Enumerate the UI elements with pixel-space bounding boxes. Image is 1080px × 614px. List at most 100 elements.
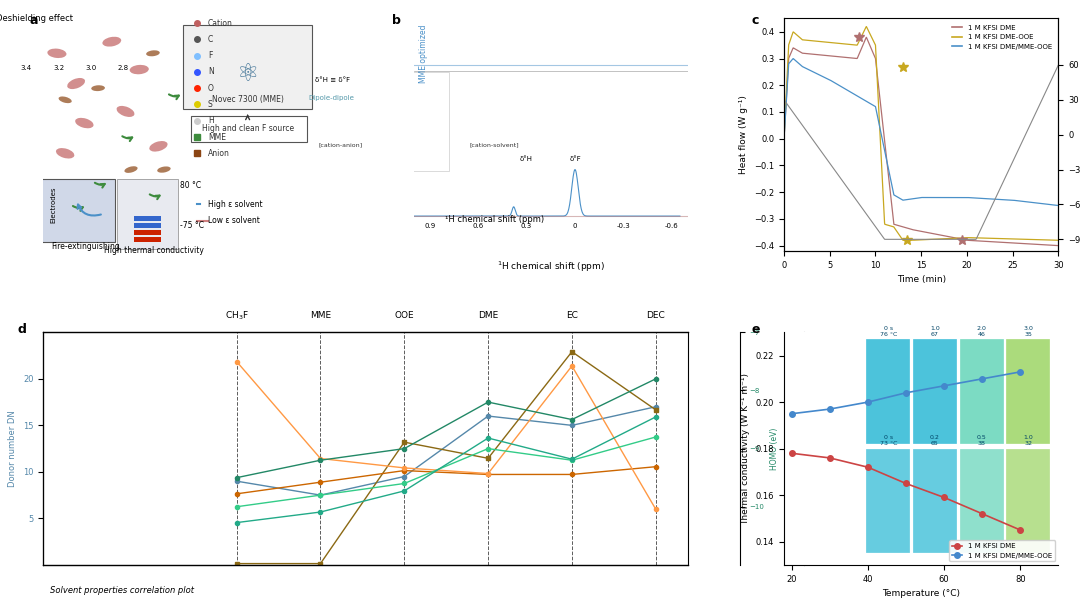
Text: 3.0
35: 3.0 35 xyxy=(1023,326,1034,337)
Text: High thermal conductivity: High thermal conductivity xyxy=(104,246,203,255)
FancyBboxPatch shape xyxy=(866,340,910,444)
Text: δ°F: δ°F xyxy=(569,156,581,162)
Text: 80 °C: 80 °C xyxy=(180,181,202,190)
Ellipse shape xyxy=(103,37,121,47)
Text: b: b xyxy=(392,14,401,27)
Legend: 1 M KFSI DME, 1 M KFSI DME-OOE, 1 M KFSI DME/MME-OOE: 1 M KFSI DME, 1 M KFSI DME-OOE, 1 M KFSI… xyxy=(949,22,1055,52)
Text: High and clean F source: High and clean F source xyxy=(202,125,294,133)
Text: δ°H ≡ δ°F: δ°H ≡ δ°F xyxy=(315,77,351,84)
FancyBboxPatch shape xyxy=(118,179,177,249)
1 M KFSI DME/MME-OOE xyxy=(900,389,913,397)
Y-axis label: Thermal conductivity (W K⁻¹ m⁻¹): Thermal conductivity (W K⁻¹ m⁻¹) xyxy=(741,373,751,524)
1 M KFSI DME xyxy=(823,454,836,462)
Ellipse shape xyxy=(56,148,75,158)
Text: c: c xyxy=(751,14,758,27)
1 M KFSI DME/MME-OOE xyxy=(785,410,798,418)
Text: Electrodes: Electrodes xyxy=(50,186,56,223)
Y-axis label: HOMO (eV): HOMO (eV) xyxy=(770,427,779,470)
Text: High ε solvent: High ε solvent xyxy=(207,200,262,209)
Text: Anion: Anion xyxy=(207,149,230,158)
Text: 0 s
73 °C: 0 s 73 °C xyxy=(879,435,897,446)
Line: 1 M KFSI DME: 1 M KFSI DME xyxy=(788,451,1023,533)
1 M KFSI DME xyxy=(862,464,875,471)
Text: N: N xyxy=(207,68,214,76)
X-axis label: Time (min): Time (min) xyxy=(896,275,946,284)
FancyBboxPatch shape xyxy=(40,179,114,242)
Text: δ°H: δ°H xyxy=(521,156,534,162)
Bar xyxy=(134,230,161,235)
Ellipse shape xyxy=(124,166,137,173)
Line: 1 M KFSI DME/MME-OOE: 1 M KFSI DME/MME-OOE xyxy=(788,369,1023,416)
Ellipse shape xyxy=(48,49,67,58)
1 M KFSI DME/MME-OOE xyxy=(862,398,875,406)
Text: 3.2: 3.2 xyxy=(53,64,64,71)
Bar xyxy=(134,223,161,228)
Ellipse shape xyxy=(58,96,71,103)
1 M KFSI DME/MME-OOE xyxy=(823,405,836,413)
Ellipse shape xyxy=(76,118,94,128)
FancyBboxPatch shape xyxy=(866,449,910,553)
Text: 0.9: 0.9 xyxy=(424,223,435,228)
FancyBboxPatch shape xyxy=(191,116,307,142)
FancyBboxPatch shape xyxy=(1007,449,1050,553)
1 M KFSI DME/MME-OOE xyxy=(975,375,988,383)
Text: Novec 7300 (MME): Novec 7300 (MME) xyxy=(212,95,284,104)
1 M KFSI DME xyxy=(1014,526,1027,534)
Bar xyxy=(134,216,161,220)
Text: ¹H chemical shift (ppm): ¹H chemical shift (ppm) xyxy=(445,215,544,224)
Text: 1.0
67: 1.0 67 xyxy=(930,326,940,337)
Legend: 1 M KFSI DME, 1 M KFSI DME/MME-OOE: 1 M KFSI DME, 1 M KFSI DME/MME-OOE xyxy=(949,540,1055,561)
Text: 0: 0 xyxy=(572,223,577,228)
Text: EC: EC xyxy=(566,311,578,321)
Text: H: H xyxy=(207,116,214,125)
Text: Solvent properties correlation plot: Solvent properties correlation plot xyxy=(50,586,193,595)
Text: [cation-solvent]: [cation-solvent] xyxy=(470,142,519,147)
FancyBboxPatch shape xyxy=(184,25,312,109)
Text: a: a xyxy=(29,14,38,27)
FancyBboxPatch shape xyxy=(233,72,449,171)
Text: -0.6: -0.6 xyxy=(665,223,678,228)
Text: 1.0
32: 1.0 32 xyxy=(1024,435,1034,446)
Text: 2.8: 2.8 xyxy=(118,64,129,71)
Y-axis label: Donor number DN: Donor number DN xyxy=(9,410,17,487)
1 M KFSI DME xyxy=(975,510,988,518)
Text: ⚛: ⚛ xyxy=(237,62,259,86)
Text: Fire-extinguishing: Fire-extinguishing xyxy=(52,242,120,251)
Y-axis label: Heat flow (W g⁻¹): Heat flow (W g⁻¹) xyxy=(740,95,748,174)
FancyBboxPatch shape xyxy=(960,449,1003,553)
Text: OOE: OOE xyxy=(394,311,414,321)
Text: DEC: DEC xyxy=(646,311,665,321)
1 M KFSI DME/MME-OOE xyxy=(1014,368,1027,376)
Text: Dipole-dipole: Dipole-dipole xyxy=(309,95,354,101)
Text: 2.0
46: 2.0 46 xyxy=(976,326,986,337)
Text: 0.6: 0.6 xyxy=(473,223,484,228)
Y-axis label: LUMO (eV): LUMO (eV) xyxy=(831,429,839,468)
Text: e: e xyxy=(751,323,759,336)
Text: [cation-anion]: [cation-anion] xyxy=(319,142,363,147)
Ellipse shape xyxy=(158,166,171,173)
X-axis label: Temperature (°C): Temperature (°C) xyxy=(882,589,960,598)
Ellipse shape xyxy=(130,65,149,74)
Text: O: O xyxy=(207,84,214,93)
Bar xyxy=(134,237,161,242)
Text: Low ε solvent: Low ε solvent xyxy=(207,216,259,225)
Text: -0.3: -0.3 xyxy=(617,223,631,228)
Text: 0.3: 0.3 xyxy=(521,223,532,228)
Ellipse shape xyxy=(117,106,134,117)
Text: 0 s
76 °C: 0 s 76 °C xyxy=(879,326,897,337)
Ellipse shape xyxy=(91,85,105,91)
Text: MME: MME xyxy=(207,133,226,141)
Text: CH$_3$F: CH$_3$F xyxy=(225,309,248,322)
Text: Deshielding effect: Deshielding effect xyxy=(0,14,72,23)
1 M KFSI DME/MME-OOE xyxy=(937,382,950,389)
1 M KFSI DME xyxy=(785,449,798,457)
Text: F: F xyxy=(207,51,212,60)
Text: C: C xyxy=(207,35,213,44)
1 M KFSI DME xyxy=(900,480,913,487)
Text: $^1$H chemical shift (ppm): $^1$H chemical shift (ppm) xyxy=(497,259,605,274)
Ellipse shape xyxy=(149,141,167,152)
Text: MME: MME xyxy=(310,311,332,321)
Ellipse shape xyxy=(146,50,160,56)
Text: 3.0: 3.0 xyxy=(85,64,96,71)
Text: -75 °C: -75 °C xyxy=(180,220,204,230)
